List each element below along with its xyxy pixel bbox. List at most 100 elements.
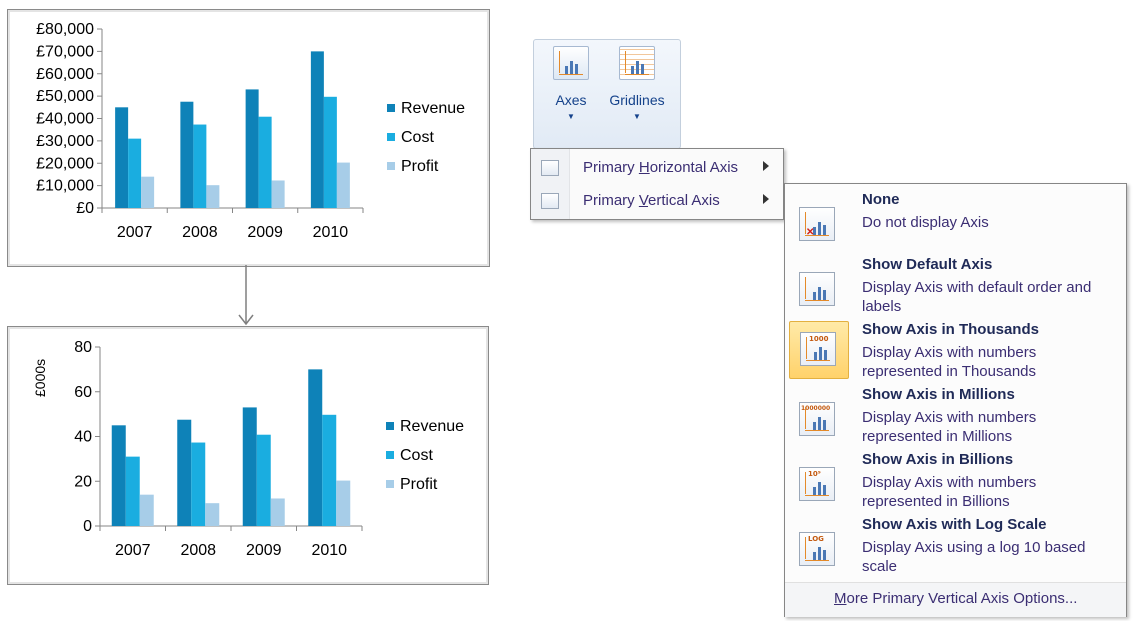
- vertical-axis-icon: [541, 193, 559, 209]
- bar-cost-2010: [322, 414, 337, 526]
- primary-horizontal-axis-label: Primary Horizontal Axis: [583, 159, 739, 176]
- y-tick-label: 80: [74, 339, 92, 356]
- y-tick-label: £20,000: [36, 155, 94, 172]
- option-title: Show Default Axis: [862, 256, 993, 273]
- bar-revenue-2009: [242, 407, 257, 526]
- legend-item-revenue: Revenue: [386, 417, 464, 437]
- billions-axis-icon: 10⁹: [799, 467, 835, 501]
- axes-submenu: Primary Horizontal Axis Primary Vertical…: [530, 148, 784, 220]
- option-description: Display Axis with numbers represented in…: [862, 344, 1037, 380]
- option-show-axis-in-millions[interactable]: 1000000 Show Axis in Millions Display Ax…: [785, 386, 1126, 451]
- option-description: Do not display Axis: [862, 214, 989, 231]
- axes-button[interactable]: Axes ▼: [546, 46, 596, 121]
- log-axis-icon: LOG: [799, 532, 835, 566]
- legend-swatch: [387, 162, 395, 170]
- gridlines-chart-icon: [619, 46, 655, 80]
- y-tick-label: £30,000: [36, 133, 94, 150]
- menu-item-primary-horizontal-axis[interactable]: Primary Horizontal Axis: [531, 152, 783, 184]
- y-tick-label: 40: [74, 429, 92, 446]
- selected-highlight: [789, 321, 849, 379]
- bar-cost-2008: [193, 124, 207, 208]
- option-show-axis-in-thousands[interactable]: 1000 Show Axis in Thousands Display Axis…: [785, 321, 1126, 386]
- bar-revenue-2010: [308, 369, 323, 526]
- legend-swatch: [386, 451, 394, 459]
- option-title: Show Axis in Thousands: [862, 321, 1039, 338]
- bar-revenue-2009: [245, 89, 259, 208]
- y-tick-label: £50,000: [36, 88, 94, 105]
- gridlines-button[interactable]: Gridlines ▼: [604, 46, 670, 121]
- bar-profit-2007: [139, 494, 154, 526]
- no-axis-icon: ✕: [799, 207, 835, 241]
- y-tick-label: £0: [76, 200, 94, 217]
- bar-profit-2010: [336, 480, 351, 526]
- legend-label: Profit: [400, 476, 438, 493]
- option-description: Display Axis with numbers represented in…: [862, 474, 1037, 510]
- vertical-axis-options-menu: ✕ None Do not display Axis Show Default …: [784, 183, 1127, 617]
- chart-thousands-svg: 0 20 40 60 80 2007 2008 2009 2010: [74, 339, 363, 559]
- axes-ribbon-group: Axes ▼ Gridlines ▼: [533, 39, 681, 149]
- bar-cost-2007: [125, 456, 140, 526]
- option-title: Show Axis with Log Scale: [862, 516, 1047, 533]
- legend-item-profit: Profit: [386, 475, 437, 495]
- legend-item-cost: Cost: [387, 128, 434, 148]
- bar-revenue-2007: [111, 425, 126, 526]
- option-title: Show Axis in Billions: [862, 451, 1014, 468]
- option-title: None: [862, 191, 900, 208]
- legend-item-cost: Cost: [386, 446, 433, 466]
- x-tick-label: 2008: [182, 224, 218, 241]
- chart-thousands-axis: 0 20 40 60 80 2007 2008 2009 2010 £000s Revenue C…: [7, 326, 489, 585]
- bar-cost-2009: [258, 116, 272, 208]
- chart-currency-svg: £0 £10,000 £20,000 £30,000 £40,000 £50,000 £60…: [36, 21, 364, 241]
- legend-swatch: [387, 104, 395, 112]
- bar-cost-2010: [323, 96, 337, 208]
- legend-swatch: [387, 133, 395, 141]
- legend-item-profit: Profit: [387, 157, 438, 177]
- x-tick-label: 2007: [117, 224, 153, 241]
- x-tick-label: 2008: [180, 542, 216, 559]
- option-none[interactable]: ✕ None Do not display Axis: [785, 191, 1126, 256]
- more-options-label: More Primary Vertical Axis Options...: [834, 590, 1078, 607]
- option-description: Display Axis with numbers represented in…: [862, 409, 1037, 445]
- x-tick-label: 2010: [311, 542, 347, 559]
- option-description: Display Axis using a log 10 based scale: [862, 539, 1086, 575]
- thousands-axis-icon: 1000: [800, 332, 836, 366]
- chart-thousands-ylabel: £000s: [32, 358, 48, 397]
- option-description: Display Axis with default order and labe…: [862, 279, 1092, 315]
- bar-revenue-2007: [115, 107, 129, 208]
- chart-currency-axis: £0 £10,000 £20,000 £30,000 £40,000 £50,000 £60…: [7, 9, 490, 267]
- option-show-axis-in-billions[interactable]: 10⁹ Show Axis in Billions Display Axis w…: [785, 451, 1126, 516]
- legend-label: Revenue: [401, 100, 466, 117]
- bar-cost-2008: [191, 442, 206, 526]
- x-tick-label: 2009: [246, 542, 282, 559]
- bar-profit-2009: [270, 498, 285, 526]
- legend-label: Profit: [401, 158, 439, 175]
- bar-revenue-2008: [180, 101, 194, 208]
- bar-profit-2008: [206, 185, 220, 208]
- y-tick-label: 60: [74, 384, 92, 401]
- y-tick-label: 0: [83, 518, 92, 535]
- millions-axis-icon: 1000000: [799, 402, 835, 436]
- x-tick-label: 2007: [115, 542, 151, 559]
- bar-profit-2007: [141, 176, 155, 208]
- more-primary-vertical-axis-options[interactable]: More Primary Vertical Axis Options...: [785, 582, 1126, 617]
- axes-dropdown-arrow-icon: ▼: [567, 112, 575, 121]
- bar-cost-2009: [256, 434, 271, 526]
- y-tick-label: £80,000: [36, 21, 94, 38]
- option-show-default-axis[interactable]: Show Default Axis Display Axis with defa…: [785, 256, 1126, 321]
- option-show-axis-with-log-scale[interactable]: LOG Show Axis with Log Scale Display Axi…: [785, 516, 1126, 581]
- x-tick-label: 2010: [313, 224, 349, 241]
- x-tick-label: 2009: [247, 224, 283, 241]
- y-tick-label: £40,000: [36, 111, 94, 128]
- legend-label: Cost: [400, 447, 433, 464]
- menu-item-primary-vertical-axis[interactable]: Primary Vertical Axis: [531, 185, 783, 217]
- y-tick-label: £60,000: [36, 66, 94, 83]
- default-axis-icon: [799, 272, 835, 306]
- y-tick-label: 20: [74, 473, 92, 490]
- legend-label: Revenue: [400, 418, 465, 435]
- bar-revenue-2008: [177, 419, 192, 526]
- bar-profit-2010: [336, 162, 350, 208]
- horizontal-axis-icon: [541, 160, 559, 176]
- legend-swatch: [386, 422, 394, 430]
- bar-cost-2007: [128, 138, 142, 208]
- bar-profit-2009: [271, 180, 285, 208]
